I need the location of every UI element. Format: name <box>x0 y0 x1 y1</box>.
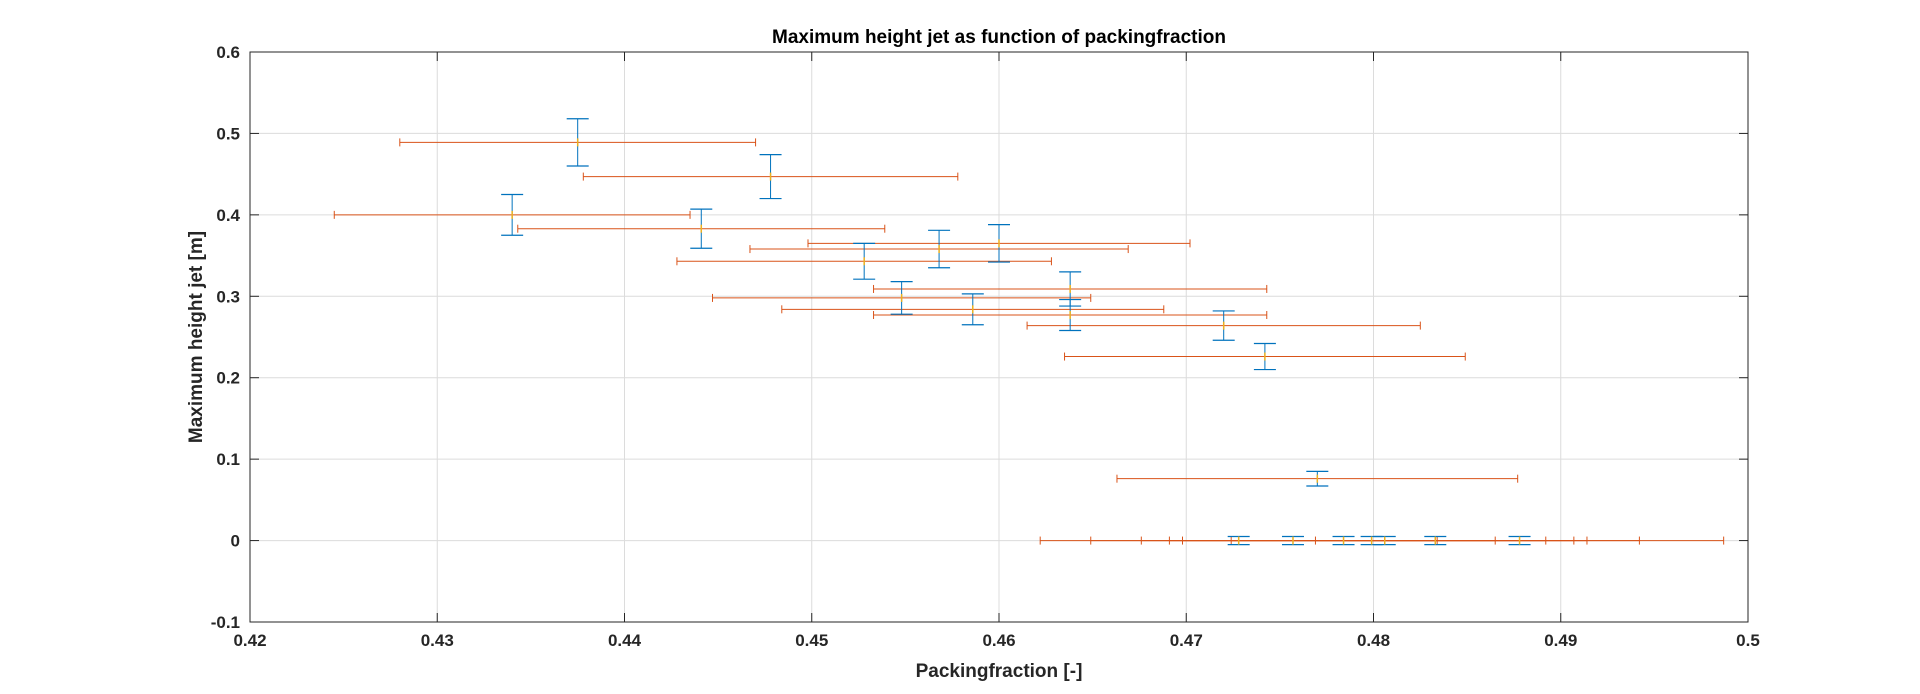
x-tick-label: 0.42 <box>233 631 266 650</box>
y-tick-labels: -0.1 0 0.1 0.2 0.3 0.4 0.5 0.6 <box>211 43 241 632</box>
x-tick-label: 0.47 <box>1170 631 1203 650</box>
y-tick-label: 0.4 <box>216 206 240 225</box>
x-tick-label: 0.5 <box>1736 631 1760 650</box>
axis-ticks <box>249 51 1749 623</box>
x-tick-label: 0.46 <box>982 631 1015 650</box>
y-axis-label: Maximum height jet [m] <box>186 231 207 443</box>
chart-title: Maximum height jet as function of packin… <box>772 27 1226 48</box>
x-axis-label: Packingfraction [-] <box>916 661 1083 682</box>
x-tick-label: 0.43 <box>421 631 454 650</box>
y-tick-label: 0.1 <box>216 450 240 469</box>
x-tick-label: 0.45 <box>795 631 828 650</box>
y-tick-label: 0 <box>231 532 240 551</box>
y-tick-label: 0.5 <box>216 124 240 143</box>
x-tick-labels: 0.42 0.43 0.44 0.45 0.46 0.47 0.48 0.49 0.5 <box>233 631 1759 650</box>
y-tick-label: 0.6 <box>216 43 240 62</box>
y-tick-label: 0.3 <box>216 287 240 306</box>
x-tick-label: 0.44 <box>608 631 642 650</box>
data-markers <box>511 138 1521 545</box>
x-tick-label: 0.49 <box>1544 631 1577 650</box>
y-tick-label: 0.2 <box>216 369 240 388</box>
y-tick-label: -0.1 <box>211 613 240 632</box>
x-tick-label: 0.48 <box>1357 631 1390 650</box>
